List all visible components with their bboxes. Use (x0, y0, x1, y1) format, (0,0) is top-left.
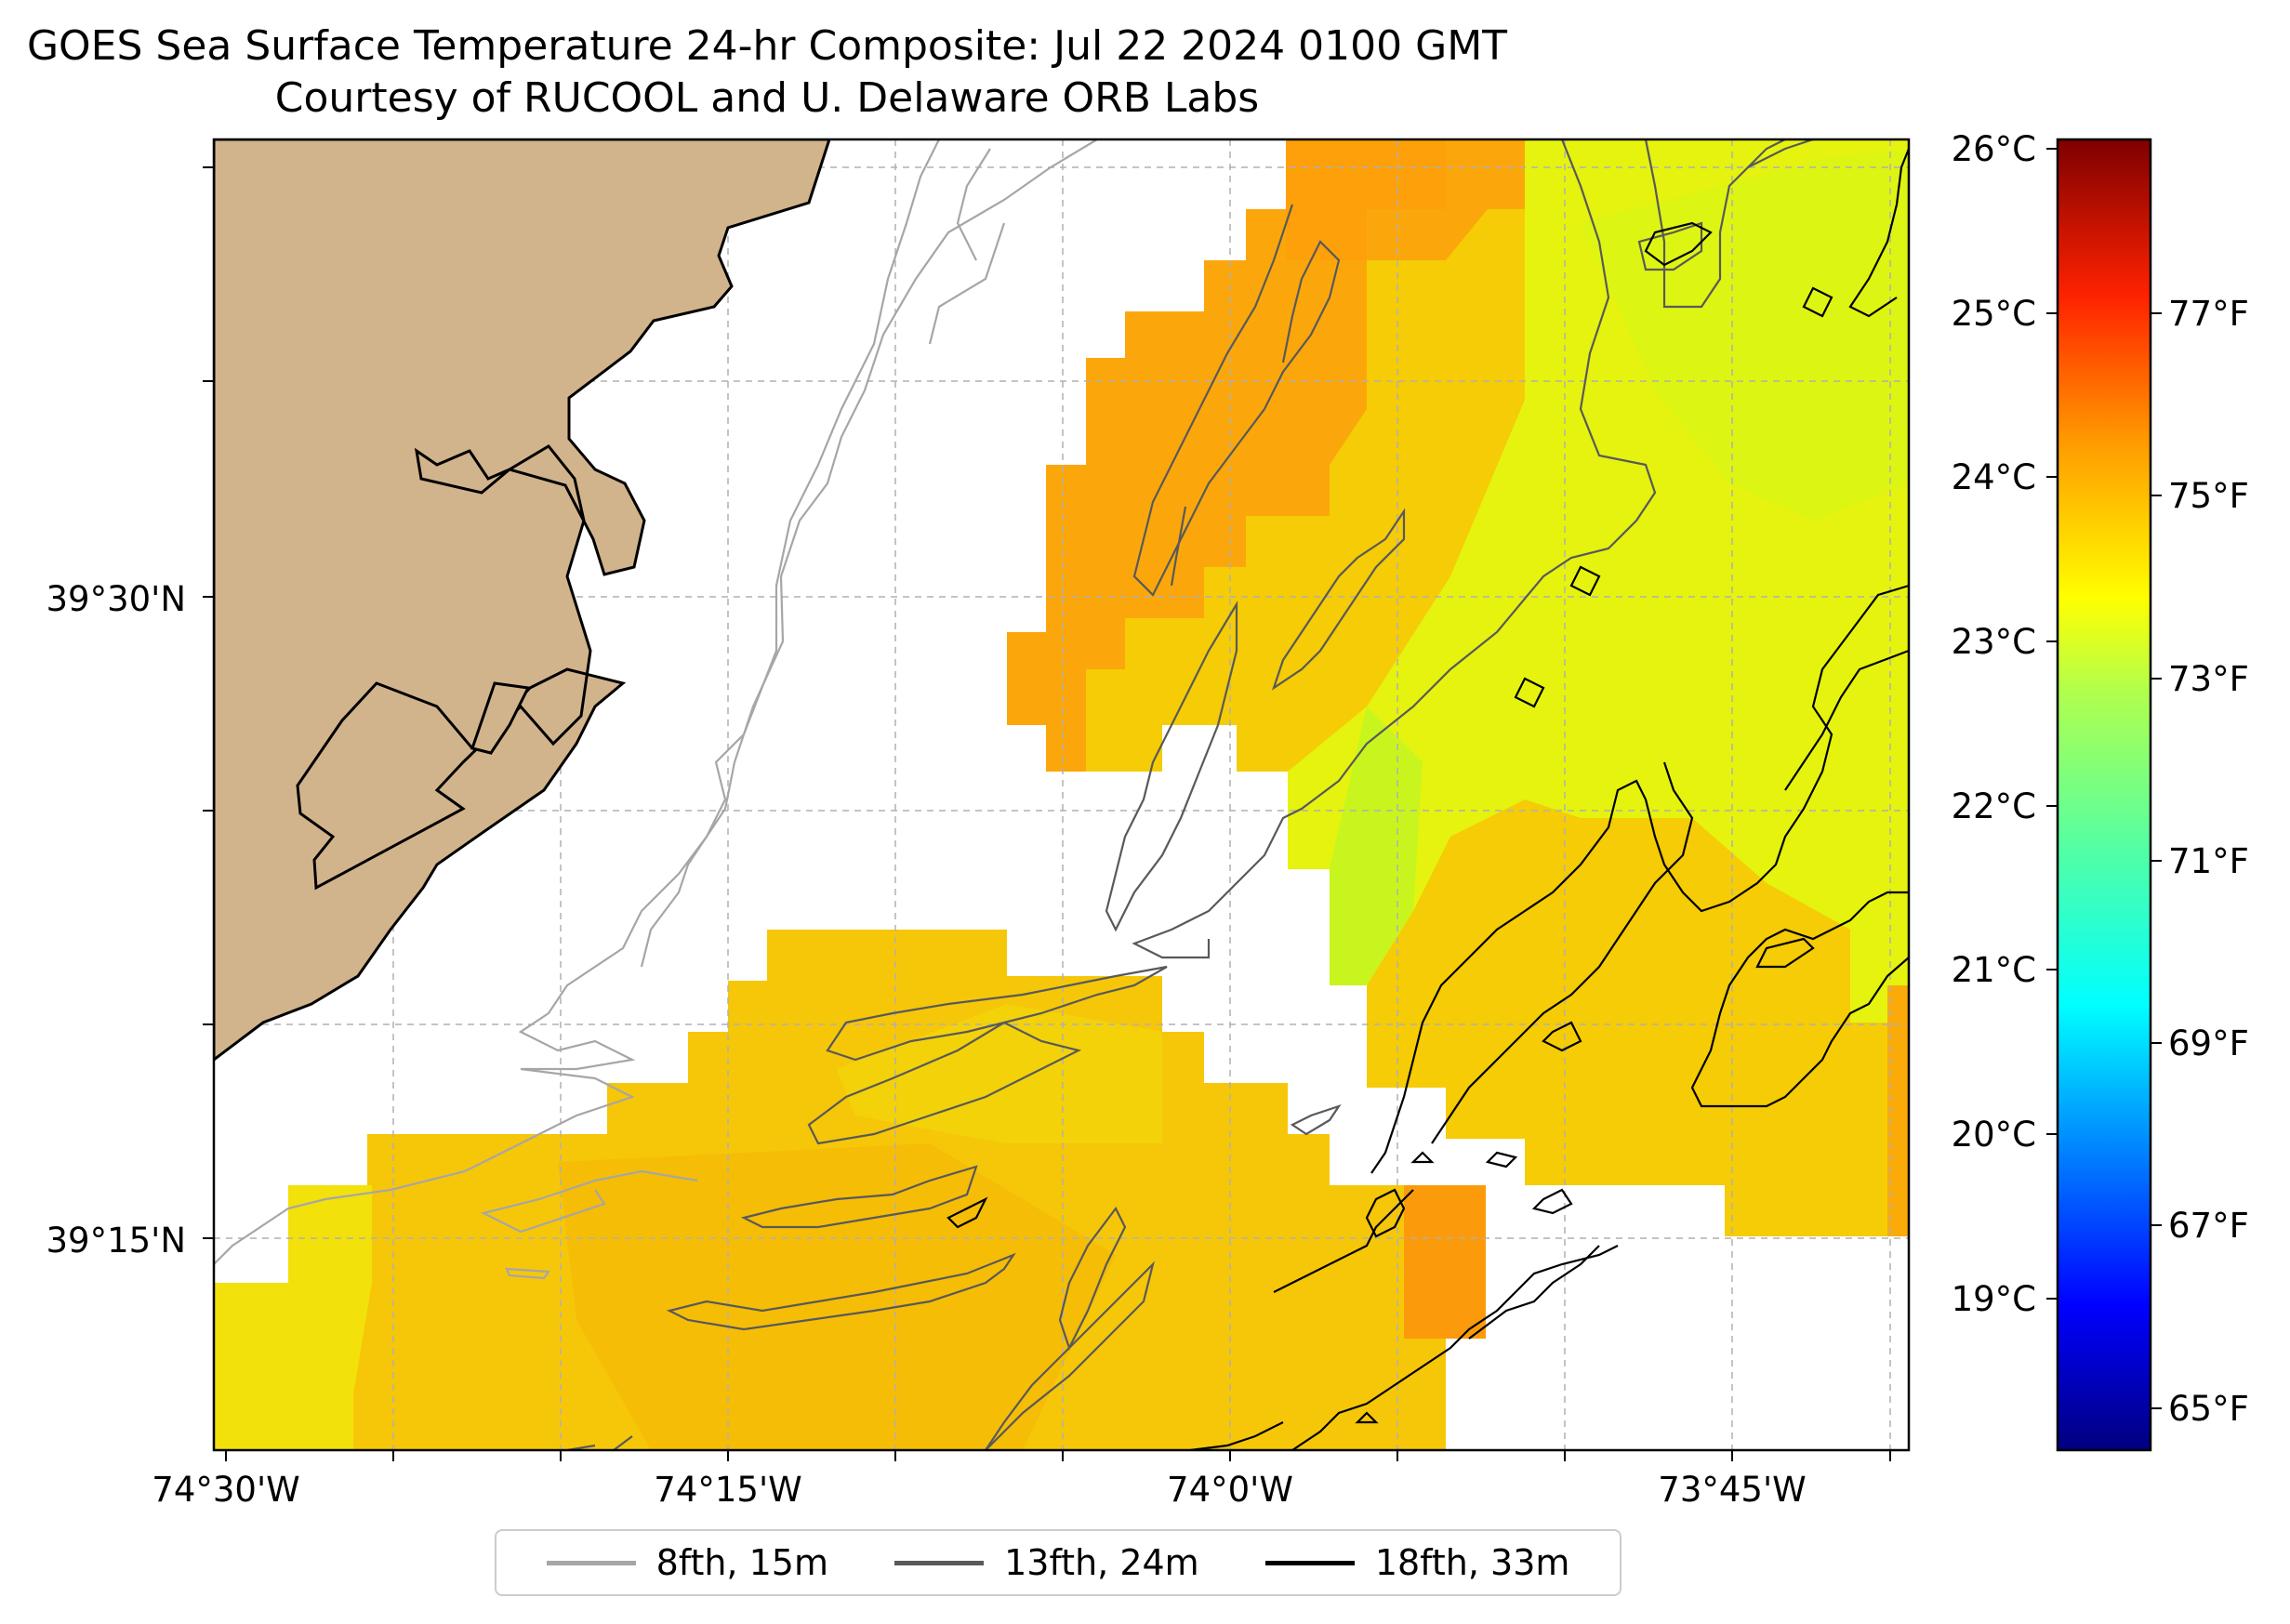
legend-label: 13fth, 24m (1004, 1542, 1199, 1583)
celsius-tick-label: 20°C (1952, 1115, 2036, 1155)
colorbar (2056, 138, 2152, 1452)
contour-33m (946, 148, 1909, 1450)
legend-swatch (1264, 1560, 1355, 1565)
lon-tick-label: 74°0'W (1167, 1470, 1293, 1510)
fahrenheit-tick-label: 67°F (2168, 1206, 2249, 1246)
celsius-tick-label: 19°C (1952, 1279, 2036, 1319)
colorbar-ticks (2046, 148, 2162, 1409)
fahrenheit-tick-label: 69°F (2168, 1023, 2249, 1063)
legend-item-24m: 13fth, 24m (894, 1542, 1199, 1583)
fahrenheit-tick-label: 71°F (2168, 841, 2249, 881)
legend-label: 8fth, 15m (655, 1542, 828, 1583)
celsius-tick-label: 25°C (1952, 294, 2036, 334)
map-subtitle: Courtesy of RUCOOL and U. Delaware ORB L… (274, 74, 1260, 122)
celsius-tick-label: 24°C (1952, 457, 2036, 497)
legend-item-33m: 18fth, 33m (1264, 1542, 1570, 1583)
map-frame (212, 138, 1911, 1452)
legend-item-15m: 8fth, 15m (546, 1542, 828, 1583)
legend-swatch (546, 1560, 636, 1565)
map-title: GOES Sea Surface Temperature 24-hr Compo… (26, 22, 1508, 70)
fahrenheit-tick-label: 75°F (2168, 476, 2249, 516)
fahrenheit-tick-label: 65°F (2168, 1389, 2249, 1429)
fahrenheit-tick-label: 73°F (2168, 659, 2249, 699)
celsius-tick-label: 26°C (1952, 129, 2036, 169)
legend-label: 18fth, 33m (1374, 1542, 1570, 1583)
fahrenheit-tick-label: 77°F (2168, 294, 2249, 334)
lat-tick-label: 39°30'N (46, 579, 186, 619)
celsius-tick-label: 22°C (1952, 786, 2036, 826)
depth-contours (214, 139, 1909, 1450)
axis-ticks (203, 166, 1891, 1461)
lon-tick-label: 74°30'W (152, 1470, 299, 1510)
lon-tick-label: 73°45'W (1658, 1470, 1806, 1510)
sst-raster (214, 139, 1909, 1450)
lon-tick-label: 74°15'W (654, 1470, 801, 1510)
land-masses (214, 139, 831, 1062)
contour-15m (214, 139, 1098, 1280)
celsius-tick-label: 21°C (1952, 950, 2036, 990)
map-area (214, 139, 1909, 1450)
legend-swatch (894, 1560, 985, 1565)
lat-tick-label: 39°15'N (46, 1221, 186, 1261)
contour-legend: 8fth, 15m 13fth, 24m 18fth, 33m (495, 1529, 1622, 1596)
celsius-tick-label: 23°C (1952, 622, 2036, 662)
contour-24m (566, 139, 1814, 1450)
